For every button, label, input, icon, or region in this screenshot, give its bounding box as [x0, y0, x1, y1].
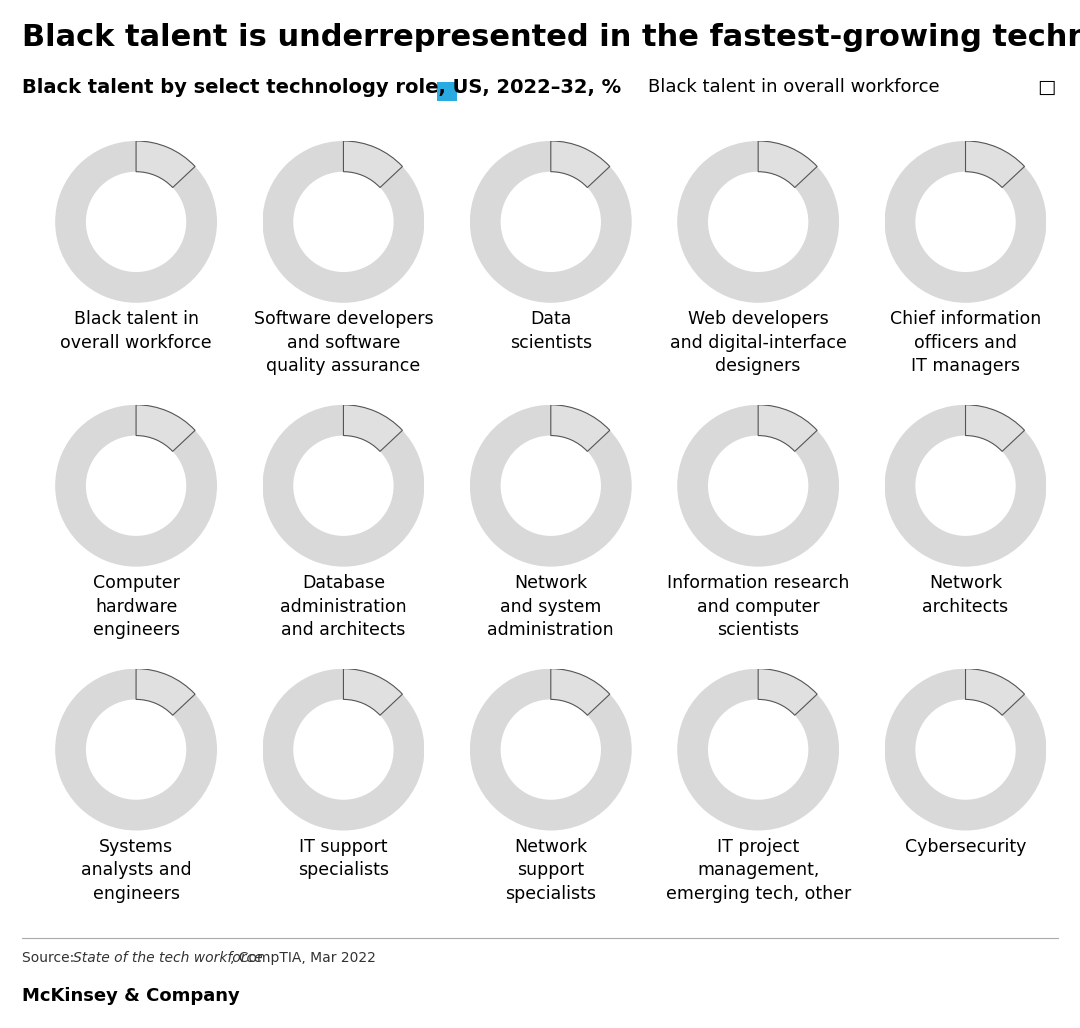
Wedge shape — [470, 668, 632, 831]
Wedge shape — [551, 668, 610, 715]
Text: Data
scientists: Data scientists — [510, 310, 592, 352]
Text: Black talent by select technology role, US, 2022–32, %: Black talent by select technology role, … — [22, 78, 634, 97]
Wedge shape — [677, 141, 839, 303]
Wedge shape — [885, 141, 1047, 303]
Wedge shape — [55, 141, 217, 303]
Wedge shape — [343, 668, 403, 715]
Text: Software developers
and software
quality assurance: Software developers and software quality… — [254, 310, 433, 375]
Wedge shape — [55, 668, 217, 831]
Wedge shape — [136, 668, 195, 715]
Wedge shape — [758, 405, 818, 451]
Text: Black talent is underrepresented in the fastest-growing technical roles.: Black talent is underrepresented in the … — [22, 23, 1080, 51]
Wedge shape — [966, 405, 1025, 451]
Text: Network
and system
administration: Network and system administration — [487, 574, 615, 639]
Text: IT support
specialists: IT support specialists — [298, 838, 389, 879]
Wedge shape — [470, 141, 632, 303]
Text: Chief information
officers and
IT managers: Chief information officers and IT manage… — [890, 310, 1041, 375]
Wedge shape — [262, 405, 424, 566]
Wedge shape — [885, 405, 1047, 566]
Text: Network
architects: Network architects — [922, 574, 1009, 616]
Text: McKinsey & Company: McKinsey & Company — [22, 987, 240, 1005]
Wedge shape — [551, 141, 610, 187]
Wedge shape — [262, 141, 424, 303]
Wedge shape — [966, 668, 1025, 715]
Wedge shape — [758, 668, 818, 715]
Text: Systems
analysts and
engineers: Systems analysts and engineers — [81, 838, 191, 903]
Wedge shape — [262, 668, 424, 831]
Wedge shape — [551, 405, 610, 451]
Text: Database
administration
and architects: Database administration and architects — [280, 574, 407, 639]
Text: Computer
hardware
engineers: Computer hardware engineers — [93, 574, 179, 639]
Text: Network
support
specialists: Network support specialists — [505, 838, 596, 903]
Text: IT project
management,
emerging tech, other: IT project management, emerging tech, ot… — [665, 838, 851, 903]
Text: Cybersecurity: Cybersecurity — [905, 838, 1026, 856]
Wedge shape — [677, 668, 839, 831]
Wedge shape — [470, 405, 632, 566]
Text: Source:: Source: — [22, 951, 78, 965]
Text: Information research
and computer
scientists: Information research and computer scient… — [667, 574, 849, 639]
Wedge shape — [885, 668, 1047, 831]
Wedge shape — [966, 141, 1025, 187]
Wedge shape — [343, 405, 403, 451]
Text: , CompTIA, Mar 2022: , CompTIA, Mar 2022 — [230, 951, 376, 965]
Text: □: □ — [1037, 78, 1055, 97]
Wedge shape — [758, 141, 818, 187]
Text: Black talent in
overall workforce: Black talent in overall workforce — [60, 310, 212, 352]
Wedge shape — [136, 405, 195, 451]
Wedge shape — [136, 141, 195, 187]
Wedge shape — [55, 405, 217, 566]
Text: State of the tech workforce: State of the tech workforce — [73, 951, 264, 965]
Wedge shape — [343, 141, 403, 187]
Wedge shape — [677, 405, 839, 566]
Text: Web developers
and digital-interface
designers: Web developers and digital-interface des… — [670, 310, 847, 375]
Text: Black talent in overall workforce: Black talent in overall workforce — [648, 78, 940, 97]
Bar — [437, 82, 457, 101]
